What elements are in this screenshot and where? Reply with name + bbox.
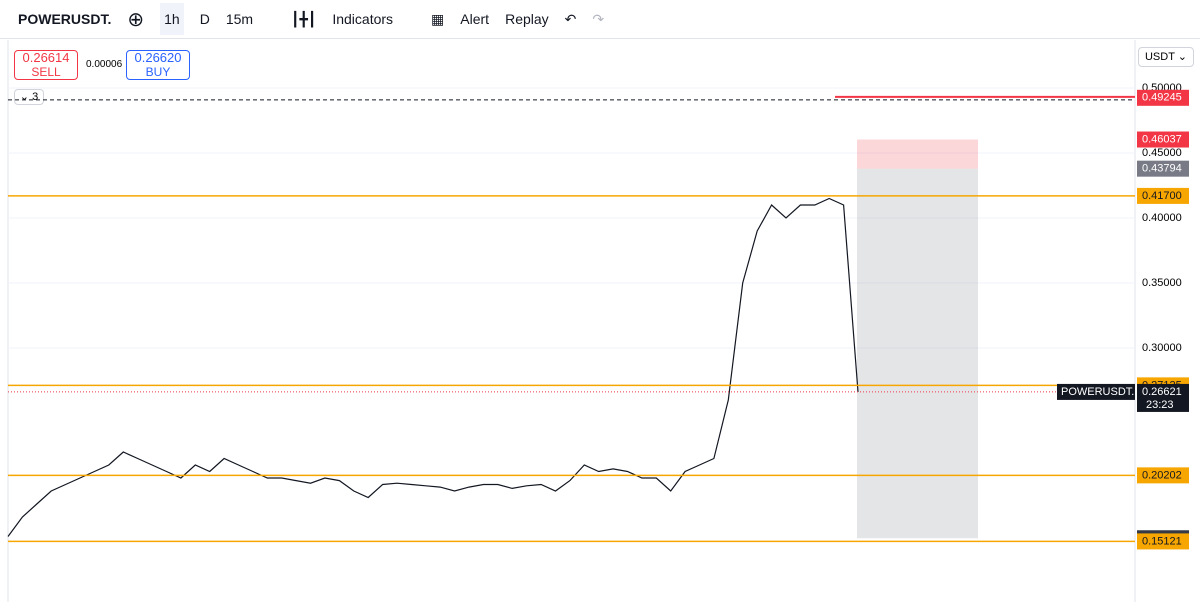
level-label: 0.43794 bbox=[1142, 163, 1182, 175]
level-tag bbox=[1137, 131, 1189, 148]
target-zone bbox=[857, 168, 978, 539]
buy-button[interactable]: 0.26620 BUY bbox=[126, 50, 190, 80]
level-label: 0.49245 bbox=[1142, 92, 1182, 104]
level-tag bbox=[1137, 187, 1189, 204]
level-label: 0.15366 bbox=[1142, 532, 1182, 544]
symbol-tag bbox=[1057, 383, 1135, 400]
level-label: 0.27125 bbox=[1142, 379, 1182, 391]
replay[interactable]: Replay bbox=[505, 11, 549, 27]
interval[interactable]: 15m bbox=[225, 11, 254, 27]
countdown: 23:23 bbox=[1146, 399, 1174, 411]
alert[interactable]: Alert bbox=[460, 11, 490, 27]
current-price: 0.26621 bbox=[1142, 386, 1182, 398]
level-tag bbox=[1137, 377, 1189, 394]
symbol[interactable]: POWERUSDT. bbox=[18, 11, 112, 27]
level-label: 0.20202 bbox=[1142, 469, 1182, 481]
y-tick-label: 0.40000 bbox=[1142, 212, 1182, 224]
chart-type[interactable]: ┃╋┃ bbox=[291, 10, 317, 27]
redo[interactable]: ↷ bbox=[592, 10, 605, 27]
templates[interactable]: ▦ bbox=[431, 10, 445, 27]
level-tag bbox=[1137, 533, 1189, 550]
buy-label: BUY bbox=[145, 65, 171, 79]
level-tag bbox=[1137, 160, 1189, 177]
level-label: 0.15121 bbox=[1142, 535, 1182, 547]
interval[interactable]: 1h bbox=[160, 3, 184, 35]
level-label: 0.46037 bbox=[1142, 133, 1182, 145]
symbol-label: POWERUSDT.P bbox=[1061, 386, 1142, 398]
y-tick-label: 0.35000 bbox=[1142, 277, 1182, 289]
interval[interactable]: D bbox=[199, 11, 210, 27]
undo[interactable]: ↶ bbox=[564, 10, 577, 27]
y-tick-label: 0.45000 bbox=[1142, 147, 1182, 159]
toolbar: POWERUSDT. ⊕ 1h D 15m ┃╋┃ Indicators ▦ A… bbox=[0, 0, 1200, 39]
level-tag bbox=[1137, 467, 1189, 484]
y-tick-label: 0.50000 bbox=[1142, 82, 1182, 94]
currency[interactable]: USDT ⌄ bbox=[1138, 47, 1194, 67]
current-tag bbox=[1137, 383, 1189, 412]
y-tick-label: 0.30000 bbox=[1142, 342, 1182, 354]
sell-price: 0.26614 bbox=[22, 50, 70, 65]
buy-price: 0.26620 bbox=[134, 50, 182, 65]
sell-button[interactable]: 0.26614 SELL bbox=[14, 50, 78, 80]
add-symbol[interactable]: ⊕ bbox=[127, 8, 145, 31]
level-tag bbox=[1137, 530, 1189, 547]
legend-toggle[interactable]: ⌄ 3 bbox=[14, 89, 44, 105]
stop-zone bbox=[857, 139, 978, 169]
sell-label: SELL bbox=[31, 65, 61, 79]
spread: 0.00006 bbox=[86, 59, 123, 70]
legend-count: 3 bbox=[32, 91, 39, 103]
price-line bbox=[7, 197, 859, 537]
indicators[interactable]: Indicators bbox=[332, 11, 394, 27]
currency-label: USDT bbox=[1144, 51, 1175, 63]
level-tag bbox=[1137, 89, 1189, 106]
level-label: 0.41700 bbox=[1142, 190, 1182, 202]
